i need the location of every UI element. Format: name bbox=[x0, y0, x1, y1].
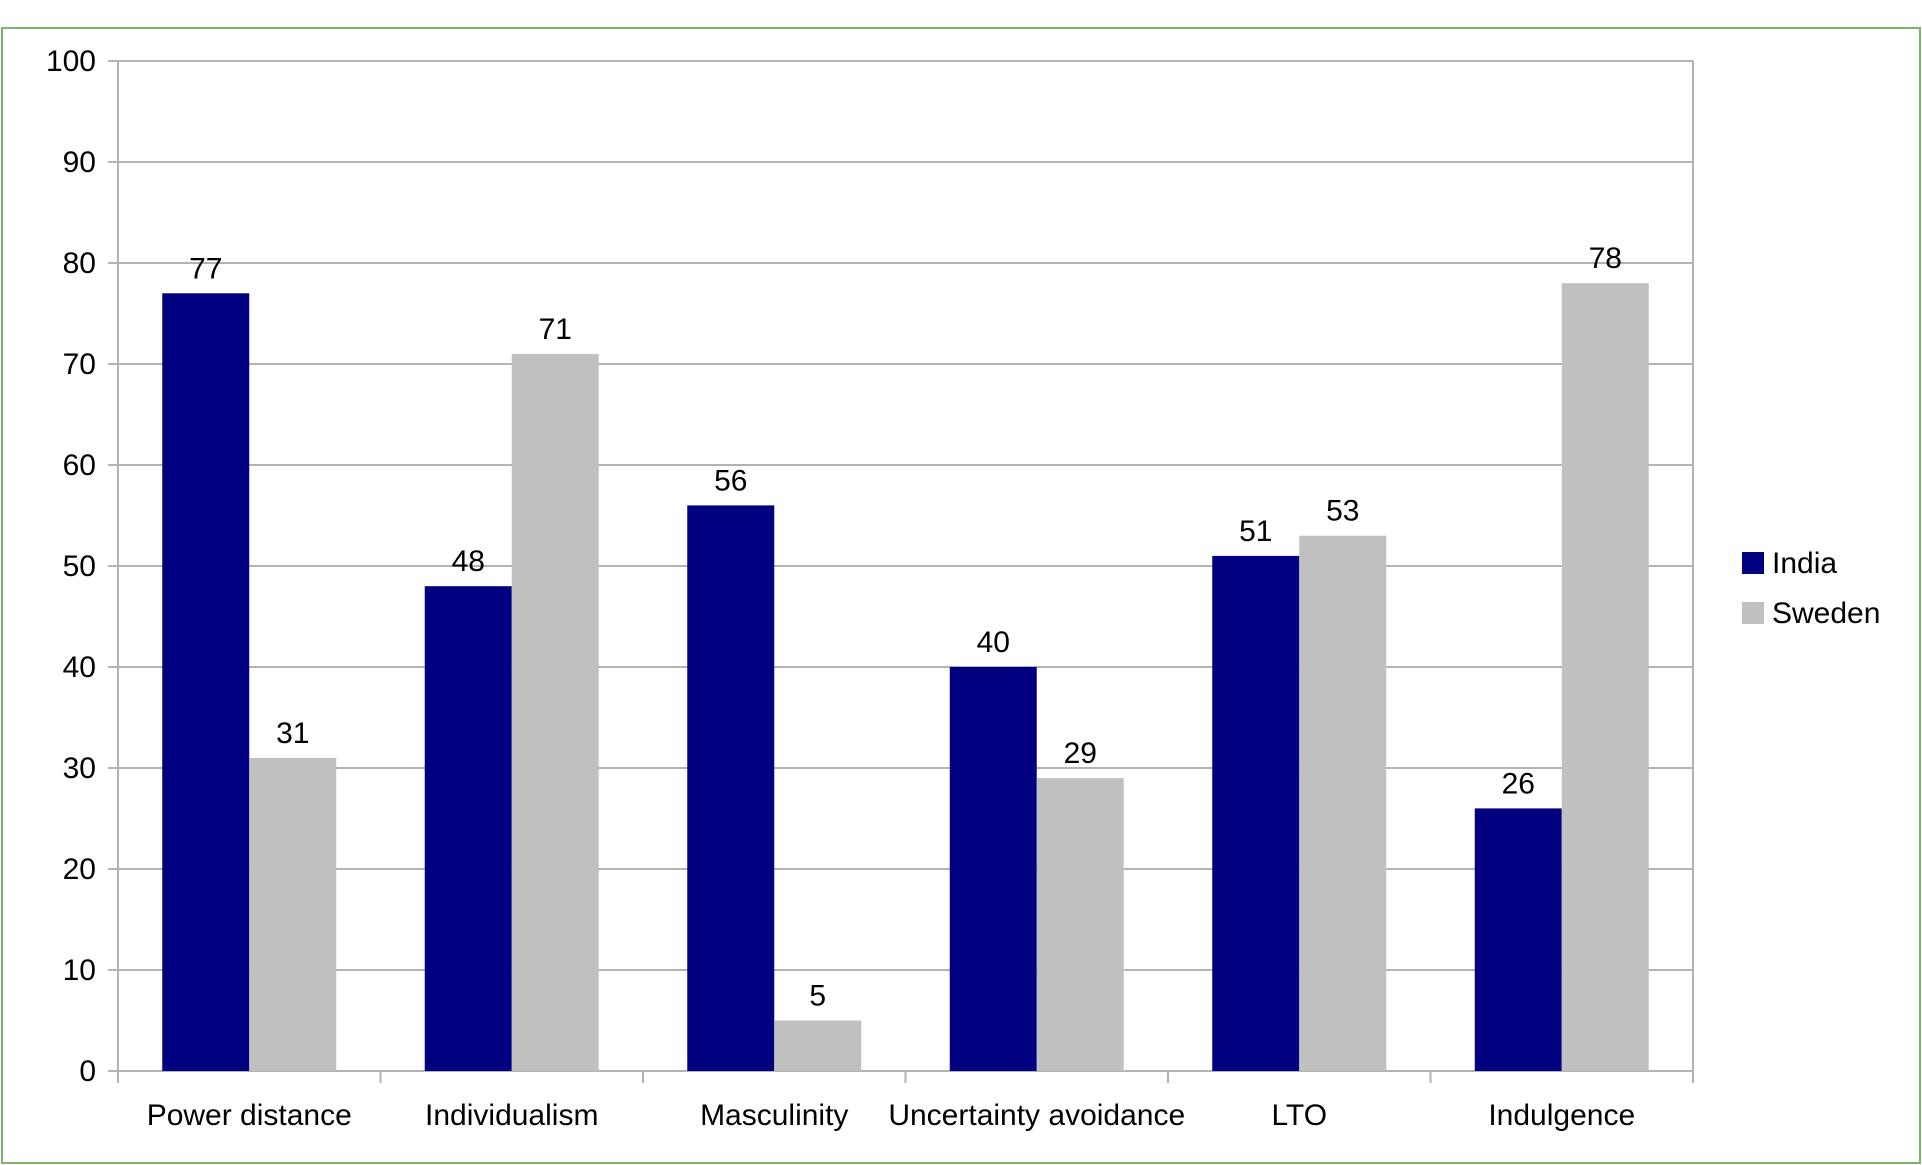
x-tick-label-power-distance: Power distance bbox=[147, 1099, 352, 1132]
y-tick-label-60: 60 bbox=[63, 449, 96, 482]
data-label-sweden-indulgence: 78 bbox=[1589, 242, 1622, 275]
bar-india-uncertainty-avoidance bbox=[949, 667, 1037, 1071]
y-tick-label-20: 20 bbox=[63, 853, 96, 886]
bar-sweden-individualism bbox=[511, 353, 599, 1071]
x-tick-label-individualism: Individualism bbox=[425, 1099, 598, 1132]
data-label-india-power-distance: 77 bbox=[189, 252, 222, 285]
data-label-india-masculinity: 56 bbox=[714, 464, 747, 497]
data-label-sweden-masculinity: 5 bbox=[809, 980, 826, 1013]
data-labels: 77 31 48 71 56 5 40 29 51 53 26 78 bbox=[189, 242, 1622, 1012]
legend-swatch-sweden bbox=[1742, 602, 1764, 624]
x-tick-label-indulgence: Indulgence bbox=[1488, 1099, 1635, 1132]
y-tick-label-80: 80 bbox=[63, 247, 96, 280]
data-label-sweden-uncertainty-avoidance: 29 bbox=[1064, 737, 1097, 770]
y-tick-label-70: 70 bbox=[63, 348, 96, 381]
bar-india-indulgence bbox=[1474, 808, 1562, 1071]
x-tick-label-masculinity: Masculinity bbox=[700, 1099, 848, 1132]
data-label-india-individualism: 48 bbox=[452, 545, 485, 578]
bar-india-individualism bbox=[424, 586, 512, 1071]
y-axis-ticks: 0 10 20 30 40 50 60 70 80 90 100 bbox=[46, 45, 96, 1088]
bars bbox=[162, 283, 1649, 1071]
y-tick-label-90: 90 bbox=[63, 146, 96, 179]
x-axis-ticks: Power distance Individualism Masculinity Un… bbox=[147, 1099, 1635, 1132]
y-tick-label-10: 10 bbox=[63, 954, 96, 987]
legend-label-sweden: Sweden bbox=[1772, 597, 1880, 630]
bar-sweden-indulgence bbox=[1561, 283, 1649, 1071]
y-tick-label-100: 100 bbox=[46, 45, 96, 78]
y-tick-label-50: 50 bbox=[63, 550, 96, 583]
data-label-india-uncertainty-avoidance: 40 bbox=[977, 626, 1010, 659]
data-label-india-indulgence: 26 bbox=[1502, 767, 1535, 800]
bar-india-power-distance bbox=[162, 293, 250, 1071]
legend-swatch-india bbox=[1742, 552, 1764, 574]
y-tick-label-0: 0 bbox=[79, 1055, 96, 1088]
x-tick-label-lto: LTO bbox=[1271, 1099, 1327, 1132]
bar-sweden-lto bbox=[1299, 535, 1387, 1071]
bar-sweden-uncertainty-avoidance bbox=[1036, 778, 1124, 1071]
bar-sweden-power-distance bbox=[249, 757, 337, 1071]
legend-label-india: India bbox=[1772, 547, 1837, 580]
data-label-sweden-individualism: 71 bbox=[539, 313, 572, 346]
data-label-sweden-lto: 53 bbox=[1326, 495, 1359, 528]
data-label-sweden-power-distance: 31 bbox=[276, 717, 309, 750]
y-tick-label-40: 40 bbox=[63, 651, 96, 684]
y-tick-label-30: 30 bbox=[63, 752, 96, 785]
x-tick-label-uncertainty-avoidance: Uncertainty avoidance bbox=[888, 1099, 1185, 1132]
bar-sweden-masculinity bbox=[774, 1020, 862, 1071]
axes bbox=[108, 60, 1694, 1083]
bar-india-lto bbox=[1212, 555, 1300, 1071]
data-label-india-lto: 51 bbox=[1239, 515, 1272, 548]
bar-india-masculinity bbox=[687, 505, 775, 1071]
legend: India Sweden bbox=[1742, 547, 1880, 630]
